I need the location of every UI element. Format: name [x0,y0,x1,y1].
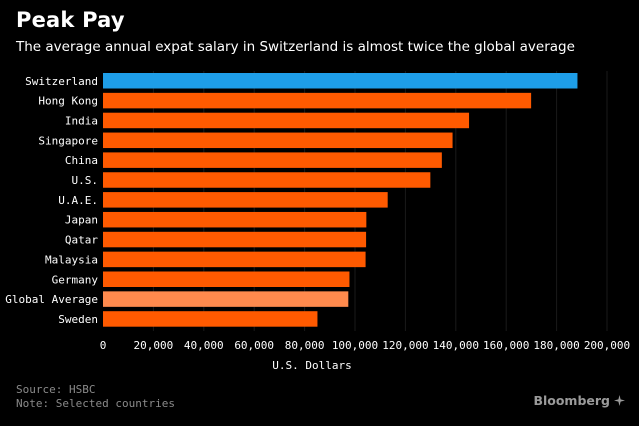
category-label: Malaysia [45,253,98,266]
bar-singapore [103,132,453,149]
category-label: Switzerland [25,75,98,88]
category-label: Germany [52,273,99,286]
bar-japan [103,211,367,228]
x-tick-label: 0 [100,339,107,352]
category-label: Sweden [58,313,98,326]
category-label: Singapore [38,134,98,147]
bar-u-s [103,172,431,188]
category-label: Qatar [65,234,98,247]
brand-name: Bloomberg [533,393,610,408]
bar-china [103,152,442,168]
category-label: U.A.E. [58,194,98,207]
category-label: Hong Kong [38,95,98,108]
chart-subtitle: The average annual expat salary in Switz… [16,39,575,55]
bar-germany [103,271,350,287]
category-label: U.S. [72,174,99,187]
category-label: Japan [65,214,98,227]
x-tick-label: 200,000 [584,339,630,352]
sparkle-icon [614,395,625,406]
bar-hong-kong [103,92,532,109]
x-tick-label: 100,000 [332,339,378,352]
category-label: China [65,154,98,167]
x-tick-label: 60,000 [234,339,274,352]
x-axis-label: U.S. Dollars [272,359,351,372]
bar-sweden [103,311,318,327]
bar-india [103,112,470,129]
footnote: Note: Selected countries [16,397,175,410]
x-tick-label: 120,000 [382,339,428,352]
brand-logo: Bloomberg [533,393,625,408]
x-tick-label: 160,000 [483,339,529,352]
x-tick-label: 80,000 [285,339,325,352]
x-tick-label: 20,000 [134,339,174,352]
x-tick-label: 40,000 [184,339,224,352]
chart-title: Peak Pay [16,8,125,32]
bar-global-average [103,291,349,307]
bar-u-a-e [103,192,388,208]
bar-malaysia [103,251,366,268]
category-label: Global Average [5,293,98,306]
category-label: India [65,114,98,127]
bar-switzerland [103,73,578,89]
bar-qatar [103,231,367,248]
source-note: Source: HSBC [16,383,96,396]
x-tick-label: 180,000 [533,339,579,352]
x-tick-label: 140,000 [433,339,479,352]
